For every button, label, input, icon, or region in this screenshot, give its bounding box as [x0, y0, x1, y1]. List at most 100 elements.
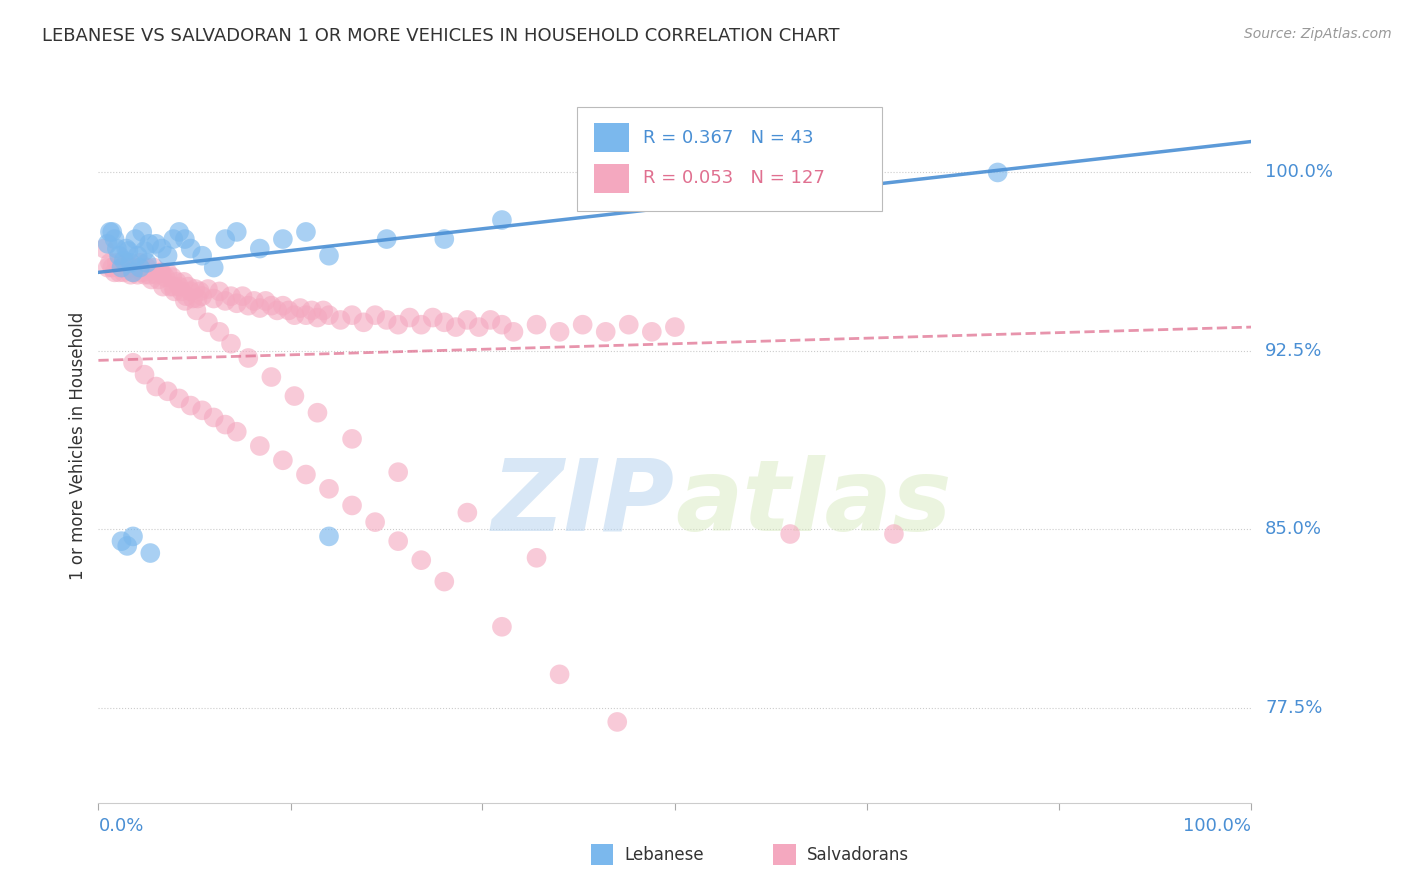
- Point: [318, 482, 340, 496]
- Point: [122, 265, 145, 279]
- Point: [375, 232, 398, 246]
- Point: [312, 303, 335, 318]
- Point: [364, 308, 387, 322]
- Text: LEBANESE VS SALVADORAN 1 OR MORE VEHICLES IN HOUSEHOLD CORRELATION CHART: LEBANESE VS SALVADORAN 1 OR MORE VEHICLE…: [42, 27, 839, 45]
- Point: [318, 249, 340, 263]
- Point: [526, 318, 548, 332]
- Point: [115, 256, 138, 270]
- Point: [174, 232, 197, 246]
- Point: [122, 529, 145, 543]
- Point: [139, 546, 162, 560]
- Point: [138, 268, 160, 282]
- Point: [122, 356, 145, 370]
- Point: [108, 265, 131, 279]
- Point: [225, 225, 247, 239]
- Point: [112, 253, 135, 268]
- Point: [120, 256, 142, 270]
- Point: [110, 260, 132, 275]
- Point: [163, 285, 186, 299]
- Point: [479, 313, 502, 327]
- Point: [134, 268, 156, 282]
- Point: [188, 285, 211, 299]
- Point: [295, 225, 318, 239]
- Point: [411, 553, 433, 567]
- Point: [141, 272, 163, 286]
- Point: [617, 318, 640, 332]
- Point: [177, 279, 200, 293]
- Point: [181, 292, 204, 306]
- Point: [202, 292, 225, 306]
- Point: [184, 282, 207, 296]
- Point: [167, 392, 190, 406]
- Point: [98, 225, 121, 239]
- Point: [249, 242, 271, 256]
- Point: [202, 410, 225, 425]
- Point: [129, 260, 152, 275]
- Point: [433, 574, 456, 589]
- Point: [180, 242, 202, 256]
- Point: [170, 285, 193, 299]
- Point: [120, 268, 142, 282]
- Point: [101, 260, 124, 275]
- Point: [295, 467, 318, 482]
- Point: [456, 506, 478, 520]
- Text: ZIP: ZIP: [492, 455, 675, 551]
- Point: [277, 303, 299, 318]
- Point: [271, 453, 294, 467]
- Point: [127, 249, 149, 263]
- Point: [208, 325, 231, 339]
- Point: [108, 249, 131, 263]
- Point: [225, 425, 247, 439]
- Point: [150, 242, 173, 256]
- Point: [152, 279, 174, 293]
- Point: [191, 249, 214, 263]
- Point: [155, 270, 177, 285]
- Point: [197, 315, 219, 329]
- Text: R = 0.053   N = 127: R = 0.053 N = 127: [643, 169, 824, 187]
- Point: [301, 303, 323, 318]
- FancyBboxPatch shape: [595, 123, 628, 152]
- Point: [340, 499, 363, 513]
- Point: [167, 225, 190, 239]
- Point: [117, 539, 139, 553]
- Point: [167, 279, 190, 293]
- Point: [340, 308, 363, 322]
- Point: [110, 260, 132, 275]
- Point: [156, 384, 179, 399]
- Text: atlas: atlas: [675, 455, 952, 551]
- Point: [135, 256, 157, 270]
- Point: [156, 265, 179, 279]
- Point: [191, 403, 214, 417]
- Point: [238, 351, 260, 365]
- Point: [456, 313, 478, 327]
- Point: [266, 303, 288, 318]
- Text: Source: ZipAtlas.com: Source: ZipAtlas.com: [1244, 27, 1392, 41]
- Point: [131, 265, 153, 279]
- Text: 0.0%: 0.0%: [98, 816, 143, 835]
- Point: [138, 236, 160, 251]
- Point: [249, 301, 271, 315]
- Point: [340, 432, 363, 446]
- Point: [124, 232, 146, 246]
- Point: [526, 550, 548, 565]
- Point: [422, 310, 444, 325]
- FancyBboxPatch shape: [595, 164, 628, 193]
- Point: [219, 289, 242, 303]
- Point: [115, 242, 138, 256]
- Point: [238, 299, 260, 313]
- Point: [606, 714, 628, 729]
- Point: [548, 667, 571, 681]
- Point: [387, 465, 409, 479]
- Point: [145, 379, 167, 393]
- Point: [491, 318, 513, 332]
- Point: [97, 260, 120, 275]
- Text: 92.5%: 92.5%: [1265, 342, 1323, 359]
- Point: [208, 285, 231, 299]
- Text: 100.0%: 100.0%: [1184, 816, 1251, 835]
- Point: [134, 368, 156, 382]
- Point: [180, 399, 202, 413]
- Point: [101, 225, 124, 239]
- Text: R = 0.367   N = 43: R = 0.367 N = 43: [643, 128, 813, 146]
- Point: [197, 282, 219, 296]
- Point: [162, 279, 184, 293]
